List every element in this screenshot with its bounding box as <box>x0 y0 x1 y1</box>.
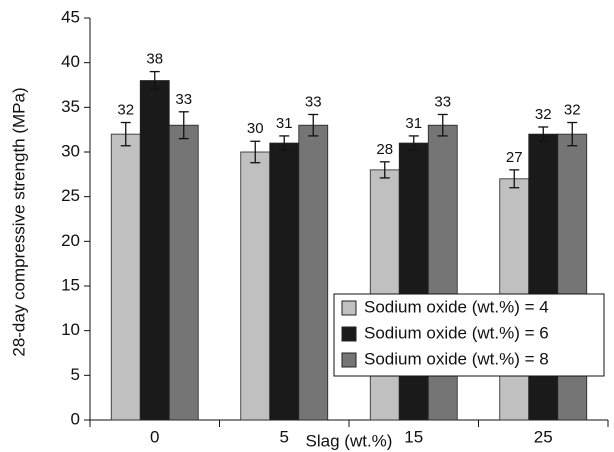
x-tick-label: 5 <box>280 427 289 446</box>
x-axis-label: Slag (wt.%) <box>306 431 393 450</box>
y-tick-label: 0 <box>71 409 80 428</box>
error-bar <box>120 121 131 147</box>
y-tick-label: 40 <box>61 52 80 71</box>
y-tick-label: 15 <box>61 275 80 294</box>
data-label: 33 <box>305 93 322 110</box>
data-label: 32 <box>535 106 552 123</box>
error-bar <box>437 113 448 137</box>
x-tick-label: 0 <box>150 427 159 446</box>
bar <box>110 133 141 421</box>
legend-label: Sodium oxide (wt.%) = 6 <box>364 323 549 342</box>
error-bar <box>538 126 549 142</box>
legend-swatch <box>341 300 357 316</box>
bar <box>240 151 271 421</box>
y-tick-label: 30 <box>61 141 80 160</box>
bar <box>139 80 170 421</box>
data-label: 33 <box>175 91 192 108</box>
data-label: 38 <box>146 51 163 68</box>
bar <box>269 142 300 421</box>
error-bar <box>279 135 290 151</box>
x-tick-label: 15 <box>404 427 423 446</box>
x-tick-label: 25 <box>534 427 553 446</box>
y-tick-label: 35 <box>61 97 80 116</box>
data-label: 32 <box>117 101 134 118</box>
bar <box>557 133 588 421</box>
error-bar <box>149 70 160 91</box>
data-label: 33 <box>434 93 451 110</box>
error-bar <box>567 121 578 147</box>
bar <box>168 124 199 421</box>
data-label: 30 <box>247 120 264 137</box>
bar <box>398 142 429 421</box>
legend-label: Sodium oxide (wt.%) = 8 <box>364 349 549 368</box>
error-bar <box>509 169 520 189</box>
bar <box>528 133 559 421</box>
y-tick-label: 10 <box>61 320 80 339</box>
data-label: 31 <box>405 115 422 132</box>
error-bar <box>178 111 189 140</box>
error-bar <box>379 161 390 179</box>
data-label: 28 <box>376 141 393 158</box>
legend-label: Sodium oxide (wt.%) = 4 <box>364 297 549 316</box>
data-label: 27 <box>506 149 523 166</box>
legend-swatch <box>341 326 357 342</box>
error-bar <box>308 113 319 137</box>
y-tick-label: 20 <box>61 231 80 250</box>
y-tick-label: 25 <box>61 186 80 205</box>
y-tick-label: 45 <box>61 7 80 26</box>
y-axis-label: 28-day compressive strength (MPa) <box>9 87 28 356</box>
data-label: 32 <box>564 101 581 118</box>
legend-box <box>333 293 605 377</box>
bar <box>298 124 329 421</box>
data-label: 31 <box>276 115 293 132</box>
legend-swatch <box>341 352 357 368</box>
y-tick-label: 5 <box>71 365 80 384</box>
error-bar <box>408 135 419 151</box>
error-bar <box>250 140 261 164</box>
